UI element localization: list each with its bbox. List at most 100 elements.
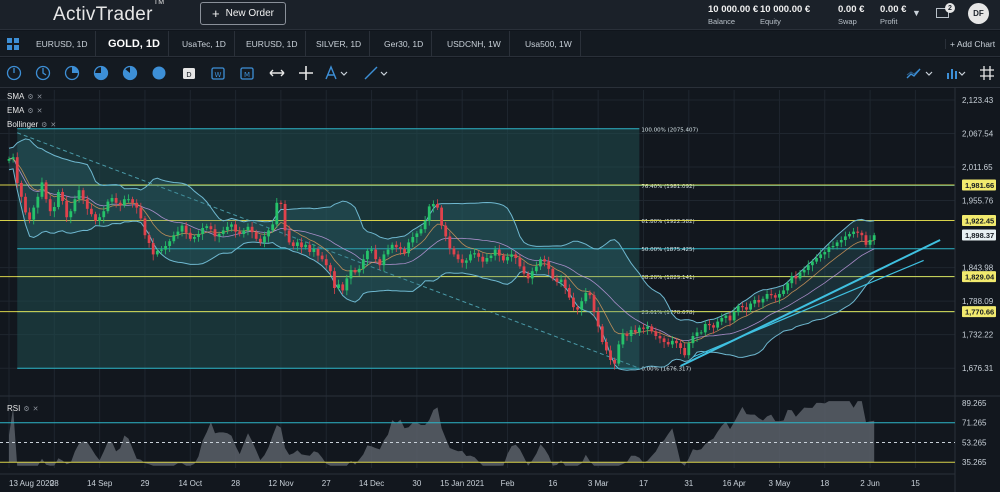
week-calendar-icon[interactable]: W: [209, 64, 227, 82]
candle-body: [440, 207, 443, 226]
tab-gold-1d[interactable]: GOLD, 1D: [108, 31, 169, 57]
candle-body: [287, 230, 291, 243]
chevron-down-icon-line[interactable]: [380, 64, 388, 82]
pie-period-icon-3[interactable]: [121, 64, 139, 82]
close-icon-3[interactable]: ✕: [50, 121, 57, 129]
candle-body: [312, 249, 316, 252]
candle-body: [304, 244, 308, 248]
add-chart-button[interactable]: + Add Chart: [945, 39, 995, 49]
tab-eurusd-1d-2[interactable]: EURUSD, 1D: [246, 31, 307, 57]
candle-body: [580, 301, 584, 310]
indicator-bollinger[interactable]: Bollinger ⚙ ✕: [7, 120, 57, 129]
text-tool-icon[interactable]: [322, 64, 340, 82]
chevron-down-icon-chart[interactable]: [925, 64, 933, 82]
candle-body: [481, 256, 485, 262]
equity-stat: 10 000.00 € Equity: [760, 4, 811, 26]
candle-body: [193, 237, 196, 239]
layout-grid-icon[interactable]: [7, 38, 19, 50]
chart-canvas[interactable]: 100.00% (2075.407) 76.40% (1981.092) 61.80…: [0, 88, 1000, 492]
candle-body: [790, 276, 794, 284]
indicator-sma[interactable]: SMA ⚙ ✕: [7, 92, 43, 101]
drawing-toolbar: D W M: [0, 58, 1000, 88]
candle-body: [324, 259, 328, 266]
candle-body: [843, 236, 847, 240]
candle-body: [765, 294, 769, 299]
grid-toggle-icon[interactable]: [978, 64, 996, 82]
candle-body: [209, 226, 213, 230]
candle-body: [172, 235, 176, 242]
app-logo: ActivTraderTM: [53, 0, 165, 25]
chevron-down-icon-bars[interactable]: [958, 64, 966, 82]
pie-period-icon-2[interactable]: [92, 64, 110, 82]
day-calendar-icon[interactable]: D: [180, 64, 198, 82]
candle-body: [164, 246, 167, 250]
candle-body: [403, 249, 406, 254]
tab-usatec-1d[interactable]: UsaTec, 1D: [182, 31, 235, 57]
candle-body: [131, 199, 134, 203]
messages-icon[interactable]: [936, 8, 949, 18]
candle-body: [328, 265, 332, 272]
candle-body: [551, 268, 555, 279]
chevron-down-icon-text[interactable]: [340, 64, 348, 82]
swap-stat: 0.00 € Swap: [838, 4, 865, 26]
candle-body: [143, 218, 147, 236]
chart-type-icon[interactable]: [905, 64, 923, 82]
bar-chart-icon[interactable]: [943, 64, 961, 82]
arrows-horizontal-icon[interactable]: [268, 64, 286, 82]
settings-icon-4[interactable]: ⚙: [23, 405, 30, 413]
candle-body: [827, 247, 831, 252]
crosshair-icon[interactable]: [297, 64, 315, 82]
rsi-axis-label: 71.265: [962, 419, 987, 428]
month-calendar-icon[interactable]: M: [238, 64, 256, 82]
candle-body: [720, 318, 724, 322]
trend-line-icon[interactable]: [362, 64, 380, 82]
close-icon[interactable]: ✕: [36, 93, 43, 101]
candle-body: [147, 235, 151, 243]
pie-period-icon-4[interactable]: [150, 64, 168, 82]
new-order-button[interactable]: + New Order: [200, 2, 286, 25]
avatar[interactable]: DF: [968, 3, 989, 24]
settings-icon[interactable]: ⚙: [27, 93, 34, 101]
indicator-ema[interactable]: EMA ⚙ ✕: [7, 106, 43, 115]
price-axis-label: 2,123.43: [962, 96, 994, 105]
candle-body: [382, 254, 386, 266]
candle-body: [485, 258, 489, 262]
candle-body: [860, 232, 864, 236]
settings-icon-3[interactable]: ⚙: [41, 121, 48, 129]
candle-body: [823, 252, 827, 255]
timeframe-clock-icon-2[interactable]: [34, 64, 52, 82]
candle-body: [431, 204, 435, 207]
price-axis-label: 2,067.54: [962, 129, 994, 138]
price-tag: [962, 179, 996, 191]
candle-body: [489, 255, 493, 258]
candle-body: [605, 342, 608, 351]
candle-body: [296, 242, 299, 246]
price-chart[interactable]: 100.00% (2075.407) 76.40% (1981.092) 61.80…: [0, 88, 1000, 492]
close-icon-2[interactable]: ✕: [36, 107, 43, 115]
indicator-rsi[interactable]: RSI ⚙ ✕: [7, 404, 39, 413]
candle-body: [613, 360, 617, 364]
tab-usa500-1w[interactable]: Usa500, 1W: [525, 31, 581, 57]
tab-eurusd-1d[interactable]: EURUSD, 1D: [36, 31, 97, 57]
candle-body: [683, 348, 687, 356]
tab-ger30-1d[interactable]: Ger30, 1D: [384, 31, 433, 57]
candle-body: [151, 243, 155, 255]
candle-body: [588, 292, 592, 296]
date-axis-label: 28: [231, 479, 240, 488]
candle-body: [61, 192, 64, 201]
close-icon-4[interactable]: ✕: [32, 405, 39, 413]
candle-body: [625, 333, 629, 336]
timeframe-clock-icon[interactable]: [5, 64, 23, 82]
pie-period-icon[interactable]: [63, 64, 81, 82]
date-axis-label: 12 Nov: [268, 479, 293, 488]
chevron-down-icon[interactable]: ▼: [912, 8, 921, 18]
settings-icon-2[interactable]: ⚙: [27, 107, 34, 115]
tab-silver-1d[interactable]: SILVER, 1D: [316, 31, 371, 57]
tab-usdcnh-1w[interactable]: USDCNH, 1W: [447, 31, 510, 57]
candle-body: [864, 235, 868, 245]
date-axis-label: 2 Jun: [860, 479, 880, 488]
candle-body: [386, 249, 390, 255]
candle-body: [205, 226, 209, 228]
candle-body: [555, 278, 559, 282]
price-tag-label: 1,770.66: [965, 308, 994, 317]
